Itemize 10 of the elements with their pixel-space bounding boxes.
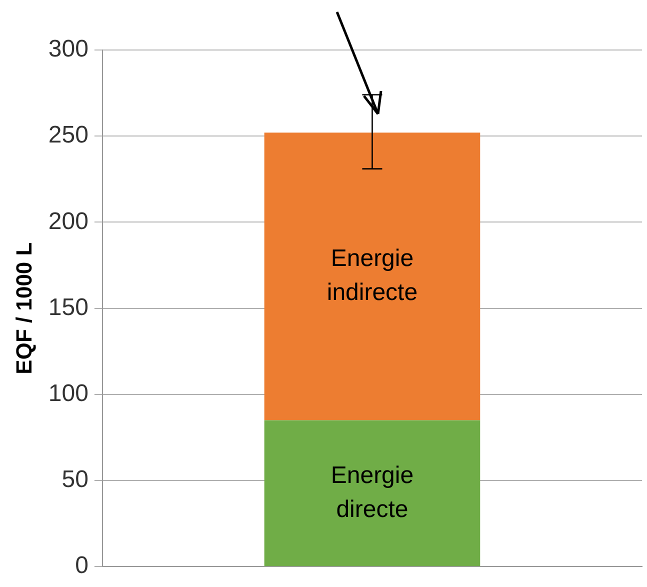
y-tick-label: 200 <box>48 208 88 235</box>
y-tick-label: 100 <box>48 380 88 408</box>
y-tick-label: 150 <box>48 294 88 321</box>
series-label: Energie indirecte <box>326 245 418 306</box>
y-tick-label: 300 <box>48 36 88 63</box>
series-label: Energie directe <box>330 462 414 523</box>
y-tick-label: 250 <box>48 122 88 149</box>
y-tick-label: 0 <box>75 552 88 580</box>
y-axis-title: EQF / 1000 L <box>11 242 36 374</box>
y-tick-label: 50 <box>62 466 88 494</box>
